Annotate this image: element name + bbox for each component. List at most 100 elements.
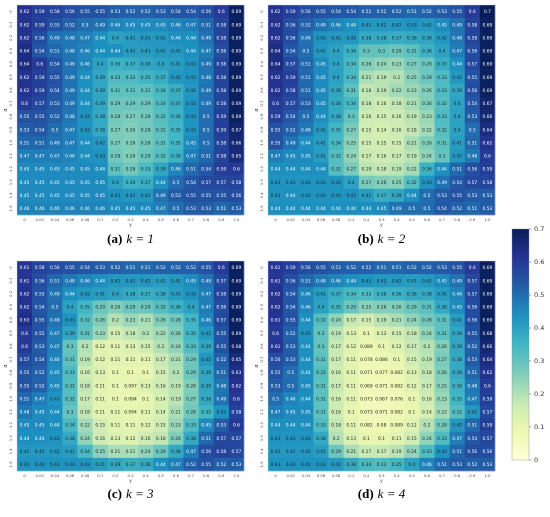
cell-value-label: 0.55 — [80, 9, 90, 15]
cell-value-label: 0.076 — [390, 396, 403, 402]
cell-value-label: 0.61 — [20, 265, 30, 271]
heatmap-cell — [343, 162, 360, 176]
heatmap-cell — [62, 431, 78, 446]
cell-value-label: 0.18 — [361, 88, 371, 94]
cell-value-label: 0.69 — [232, 101, 242, 107]
heatmap-cell — [298, 188, 314, 203]
heatmap-cell — [343, 261, 360, 275]
cell-value-label: 0.17 — [377, 449, 387, 455]
heatmap-cell — [153, 339, 169, 354]
heatmap-cell — [92, 44, 109, 58]
heatmap-cell — [313, 261, 329, 275]
heatmap-cell — [434, 366, 450, 380]
heatmap-cell — [389, 149, 405, 163]
y-tick-label: 0.9 — [259, 382, 264, 389]
cell-value-label: 0.43 — [65, 318, 75, 324]
heatmap-cell — [47, 70, 63, 85]
y-tick-label: 1.4 — [8, 448, 13, 455]
heatmap-cell — [464, 18, 481, 32]
cell-value-label: 0.65 — [232, 154, 242, 160]
cell-value-label: 0.29 — [407, 305, 417, 311]
cell-value-label: 0.43 — [286, 436, 296, 442]
heatmap-cell — [77, 162, 93, 176]
cell-value-label: 0.69 — [232, 318, 242, 324]
cell-value-label: 0.59 — [35, 75, 45, 81]
cell-value-label: 0.51 — [452, 167, 462, 173]
heatmap-cell — [122, 57, 139, 71]
cell-value-label: 0.45 — [50, 370, 60, 376]
cell-value-label: 0.5 — [82, 22, 89, 28]
heatmap-cell — [198, 261, 215, 275]
cell-value-label: 0.18 — [80, 410, 90, 416]
cell-value-label: 0.48 — [301, 127, 311, 133]
cell-value-label: 0.44 — [186, 49, 196, 55]
heatmap-cell — [328, 175, 344, 190]
heatmap-cell — [122, 5, 139, 19]
cell-value-label: 0.38 — [437, 305, 447, 311]
heatmap-cell — [479, 313, 496, 327]
heatmap-cell — [122, 326, 139, 341]
heatmap-cell — [373, 18, 390, 32]
heatmap-cell — [77, 188, 93, 203]
heatmap-cell — [62, 313, 78, 327]
heatmap-cell — [77, 313, 93, 327]
cell-value-label: 0.5 — [287, 370, 294, 376]
heatmap-cell — [419, 188, 435, 203]
heatmap-cell — [62, 261, 78, 275]
cell-value-label: 0.16 — [331, 370, 341, 376]
heatmap-cell — [434, 444, 450, 459]
cell-value-label: 0.3 — [66, 410, 73, 416]
heatmap-cell — [153, 162, 169, 176]
cell-value-label: 0.26 — [186, 383, 196, 389]
heatmap-cell — [62, 339, 78, 354]
heatmap-cell — [419, 300, 435, 314]
heatmap-cell — [92, 5, 109, 19]
cell-value-label: 0.44 — [50, 410, 60, 416]
cell-value-label: 0.42 — [271, 449, 281, 455]
heatmap-cell — [107, 18, 124, 32]
cell-value-label: 0.56 — [201, 9, 211, 15]
heatmap-cell — [283, 57, 299, 71]
cell-value-label: 0.62 — [271, 88, 281, 94]
cell-value-label: 0.41 — [126, 49, 136, 55]
cell-value-label: 0.45 — [95, 180, 105, 186]
cell-value-label: 0.43 — [271, 436, 281, 442]
heatmap-cell — [17, 31, 33, 45]
cell-value-label: 0.42 — [126, 193, 136, 199]
y-tick-label: 0.4 — [8, 316, 13, 323]
heatmap-cell — [313, 136, 329, 150]
cell-value-label: 0.16 — [392, 127, 402, 133]
heatmap-cell — [62, 379, 78, 393]
heatmap-cell — [479, 431, 496, 446]
cell-value-label: 0.69 — [232, 331, 242, 337]
cell-value-label: 0.44 — [301, 423, 311, 429]
cell-value-label: 0.44 — [437, 167, 447, 173]
cell-value-label: 0.53 — [483, 193, 493, 199]
cell-value-label: 0.35 — [452, 396, 462, 402]
cell-value-label: 0.58 — [483, 180, 493, 186]
cell-value-label: 0.43 — [50, 436, 60, 442]
heatmap-cell — [464, 44, 481, 58]
cell-value-label: 0.34 — [361, 462, 371, 468]
cell-value-label: 0.35 — [186, 318, 196, 324]
heatmap-cell — [77, 274, 93, 288]
heatmap-cell — [153, 123, 169, 137]
cell-value-label: 0.44 — [301, 167, 311, 173]
x-tick-label: 1.0 — [484, 473, 491, 478]
heatmap-cell — [313, 379, 329, 393]
cell-value-label: 0.15 — [361, 140, 371, 146]
cell-value-label: 0.29 — [156, 449, 166, 455]
heatmap-cell — [464, 300, 481, 314]
cell-value-label: 0.36 — [126, 180, 136, 186]
x-tick-label: 0.9 — [218, 473, 225, 478]
cell-value-label: 0.62 — [20, 291, 30, 297]
cell-value-label: 0.49 — [50, 140, 60, 146]
cell-value-label: 0.52 — [50, 114, 60, 120]
cell-value-label: 0.47 — [186, 22, 196, 28]
heatmap-cell — [343, 5, 360, 19]
heatmap-cell — [389, 339, 405, 354]
cell-value-label: 0.13 — [141, 383, 151, 389]
heatmap-cell — [138, 44, 154, 58]
heatmap-cell — [434, 313, 450, 327]
